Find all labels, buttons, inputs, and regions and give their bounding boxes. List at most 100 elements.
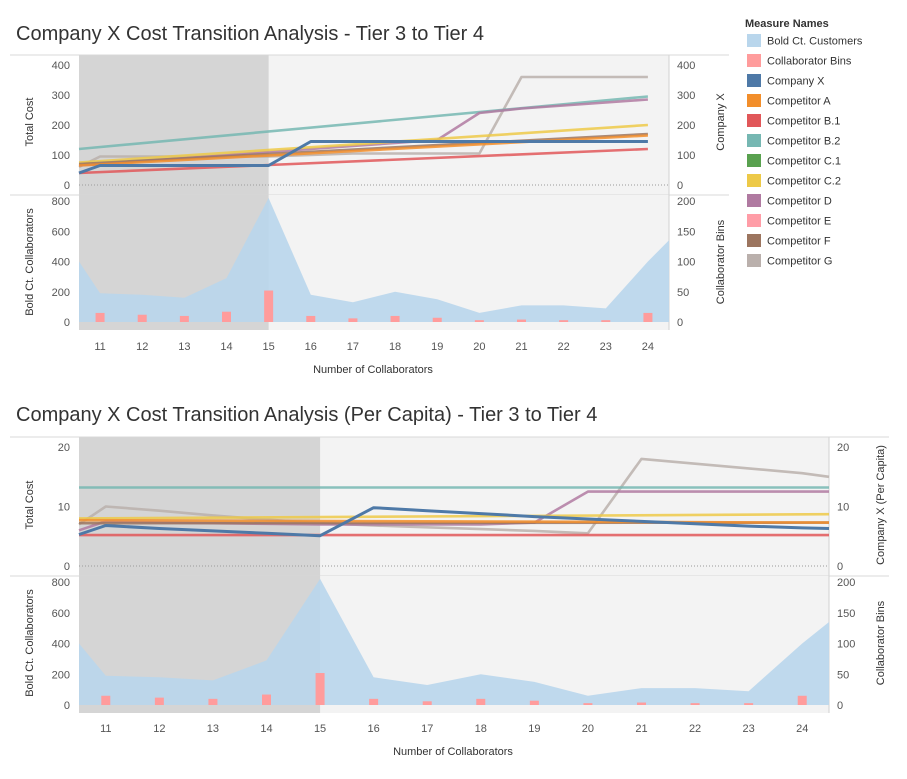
legend-swatch-competitor-e <box>747 214 761 227</box>
chart1-bar-collaborator-bins <box>348 318 358 322</box>
legend-label-company-x: Company X <box>767 76 825 88</box>
chart2-x-tick: 13 <box>207 723 219 735</box>
chart1-bottom-ylabel-left: Bold Ct. Collaborators <box>24 208 36 316</box>
legend-label-competitor-a: Competitor A <box>767 96 831 108</box>
legend-swatch-competitor-g <box>747 254 761 267</box>
chart1-x-tick: 24 <box>642 341 654 353</box>
chart2-collab-left-tick: 400 <box>52 639 70 651</box>
chart2-collaborators-panel: 0 200 400 600 800 0 50 100 150 200 <box>52 576 855 713</box>
chart2-cost-panel: 0 10 20 0 10 20 <box>10 436 889 577</box>
chart1-bar-collaborator-bins <box>517 319 526 322</box>
chart2-x-axis: 11 12 13 14 15 16 17 18 19 20 21 22 23 24 <box>100 723 808 735</box>
chart2-collab-right-tick: 0 <box>837 700 843 712</box>
legend: Measure Names Bold Ct. Customers Collabor… <box>745 18 863 268</box>
chart2-bar-collaborator-bins <box>315 673 325 705</box>
chart2-x-tick: 16 <box>368 723 380 735</box>
chart1-x-axis-title: Number of Collaborators <box>313 364 433 376</box>
chart2-x-tick: 12 <box>153 723 165 735</box>
chart1-x-tick: 22 <box>558 341 570 353</box>
chart1-collab-left-tick: 0 <box>64 317 70 329</box>
legend-label-competitor-b-2: Competitor B.2 <box>767 136 840 148</box>
chart2-collab-left-tick: 800 <box>52 577 70 589</box>
chart1-series-competitor-f <box>78 132 648 166</box>
chart1-cost-right-tick: 0 <box>677 180 683 192</box>
chart1-collab-left-tick: 800 <box>52 196 70 208</box>
chart2-bottom-ylabel-right: Collaborator Bins <box>875 600 887 685</box>
chart2-bar-collaborator-bins <box>476 698 486 705</box>
legend-items: Bold Ct. Customers Collaborator Bins Compa… <box>747 34 863 268</box>
chart2-collab-left-tick: 200 <box>52 669 70 681</box>
chart2-series-company-x <box>78 506 830 538</box>
chart2-x-tick: 24 <box>796 723 808 735</box>
legend-label-competitor-f: Competitor F <box>767 236 831 248</box>
chart1-area-bold-ct-customers <box>79 198 669 322</box>
chart2-cost-left-tick: 10 <box>58 502 70 514</box>
chart1-bar-collaborator-bins <box>264 290 274 322</box>
chart2-series-competitor-a <box>78 518 830 524</box>
chart1-cost-left-tick: 300 <box>52 90 70 102</box>
legend-swatch-competitor-f <box>747 234 761 247</box>
chart2-x-tick: 17 <box>421 723 433 735</box>
chart2-collab-left-tick: 600 <box>52 608 70 620</box>
chart2-x-tick: 11 <box>100 723 111 735</box>
chart1-collab-right-tick: 200 <box>677 196 695 208</box>
chart1-cost-right-tick: 300 <box>677 90 695 102</box>
chart2-series-competitor-g <box>78 457 830 535</box>
chart1-collab-right-tick: 150 <box>677 226 695 238</box>
chart1-series-competitor-b-1 <box>78 147 648 175</box>
chart2-x-tick: 18 <box>475 723 487 735</box>
chart2-x-axis-title: Number of Collaborators <box>393 746 513 758</box>
chart1-series-company-x <box>78 140 648 175</box>
chart1-cost-right-tick: 200 <box>677 120 695 132</box>
legend-swatch-competitor-b-2 <box>747 134 761 147</box>
chart1-x-axis: 11 12 13 14 15 16 17 18 19 20 21 22 23 24 <box>94 341 654 353</box>
chart2-cost-left-tick: 0 <box>64 561 70 573</box>
legend-label-bold-ct-customers: Bold Ct. Customers <box>767 36 863 48</box>
legend-label-competitor-c-1: Competitor C.1 <box>767 156 841 168</box>
chart1-bar-collaborator-bins <box>306 315 316 322</box>
chart1-x-tick: 19 <box>431 341 443 353</box>
chart2-x-tick: 20 <box>582 723 594 735</box>
chart2-collab-right-tick: 100 <box>837 639 855 651</box>
chart1-x-tick: 20 <box>473 341 485 353</box>
chart2-bar-collaborator-bins <box>262 694 271 705</box>
chart2-bar-collaborator-bins <box>422 701 432 705</box>
chart2-bottom-ylabel-left: Bold Ct. Collaborators <box>24 589 36 697</box>
legend-swatch-competitor-c-1 <box>747 154 761 167</box>
chart1-bar-collaborator-bins <box>559 320 569 322</box>
chart2-cost-right-tick: 20 <box>837 442 849 454</box>
chart1-bar-collaborator-bins <box>390 315 400 322</box>
chart2-bar-collaborator-bins <box>101 695 111 705</box>
chart1-collaborators-panel: 0 200 400 600 800 0 50 100 150 200 <box>52 195 695 330</box>
chart1-collab-right-tick: 0 <box>677 317 683 329</box>
legend-label-competitor-c-2: Competitor C.2 <box>767 176 841 188</box>
chart1-x-tick: 18 <box>389 341 401 353</box>
chart2-bar-collaborator-bins <box>154 697 164 705</box>
chart2-bar-collaborator-bins <box>797 695 807 705</box>
chart1-top-ylabel-left: Total Cost <box>24 98 36 147</box>
chart1-x-tick: 23 <box>600 341 612 353</box>
chart1-bar-collaborator-bins <box>179 315 189 322</box>
legend-swatch-company-x <box>747 74 761 87</box>
chart1-collab-right-tick: 100 <box>677 257 695 269</box>
chart2-collab-right-tick: 150 <box>837 608 855 620</box>
chart2-x-tick: 23 <box>743 723 755 735</box>
legend-swatch-competitor-a <box>747 94 761 107</box>
chart1-collab-left-tick: 200 <box>52 287 70 299</box>
legend-swatch-collaborator-bins <box>747 54 761 67</box>
chart2-x-tick: 15 <box>314 723 326 735</box>
legend-swatch-competitor-d <box>747 194 761 207</box>
chart1-title: Company X Cost Transition Analysis - Tie… <box>16 23 484 45</box>
chart1-x-tick: 21 <box>515 341 527 353</box>
chart1-cost-left-tick: 200 <box>52 120 70 132</box>
chart2-cost-right-tick: 0 <box>837 561 843 573</box>
chart1-bar-collaborator-bins <box>222 311 231 322</box>
chart2-bar-collaborator-bins <box>744 703 754 705</box>
chart1-x-tick: 13 <box>178 341 190 353</box>
legend-label-competitor-e: Competitor E <box>767 216 831 228</box>
chart2-bar-collaborator-bins <box>208 698 218 705</box>
chart1-bar-collaborator-bins <box>643 312 653 322</box>
chart1-collab-left-tick: 400 <box>52 257 70 269</box>
chart2-area-bold-ct-customers <box>79 578 829 705</box>
chart1-cost-right-tick: 400 <box>677 60 695 72</box>
